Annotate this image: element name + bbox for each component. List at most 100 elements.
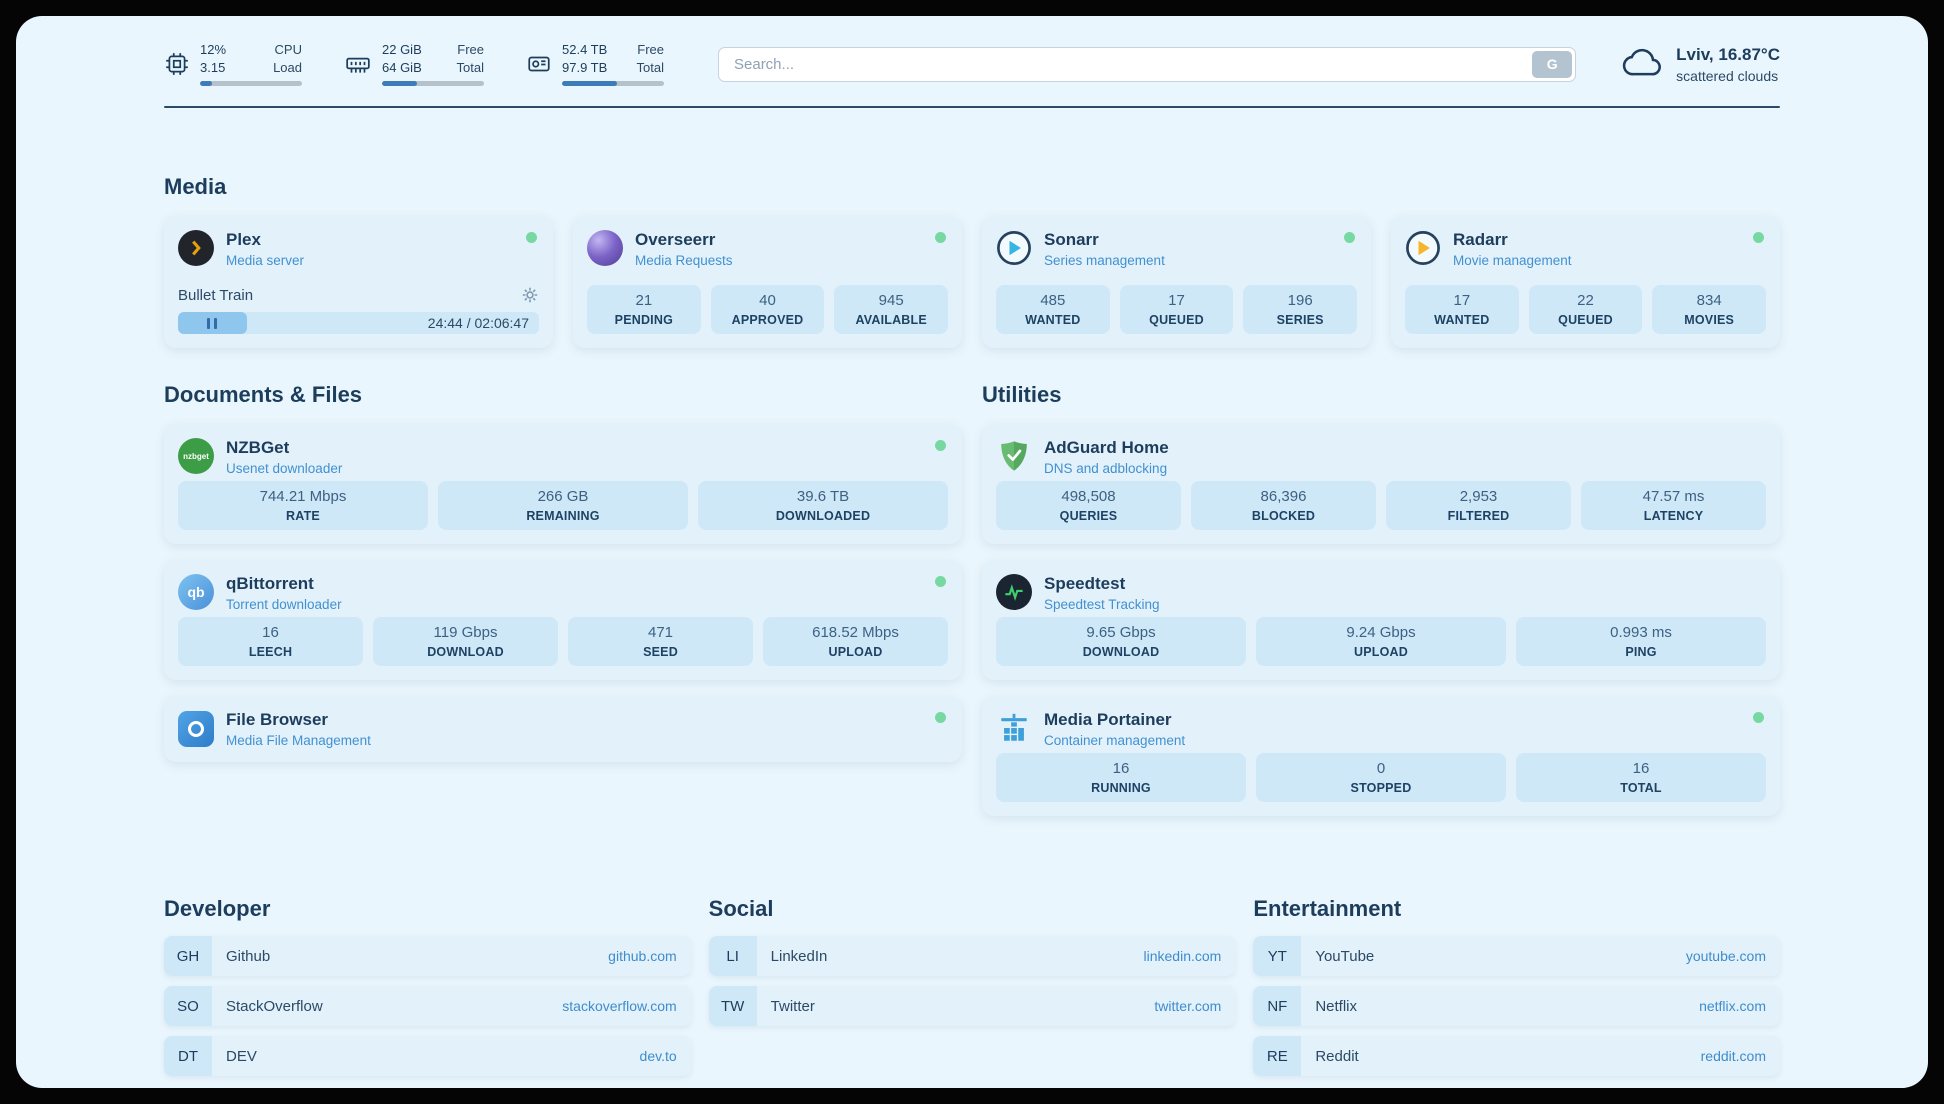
playback-progress-track[interactable]: 24:44 / 02:06:47 [178, 312, 539, 334]
stat-label: WANTED [1025, 313, 1081, 327]
bookmarks-social: Social LI LinkedIn linkedin.com TW Twitt… [708, 896, 1236, 1036]
stat-value: 86,396 [1260, 488, 1307, 505]
bookmark-row-github[interactable]: GH Github github.com [164, 936, 691, 976]
stat-label: RUNNING [1091, 781, 1151, 795]
stat-box: 40 APPROVED [710, 285, 825, 334]
overseerr-card[interactable]: Overseerr Media Requests 21 PENDING 40 A… [573, 216, 962, 348]
plex-icon [178, 230, 214, 266]
filebrowser-card[interactable]: File Browser Media File Management [164, 696, 962, 762]
stat-label: DOWNLOAD [427, 645, 504, 659]
stat-label: AVAILABLE [855, 313, 927, 327]
bookmark-row-reddit[interactable]: RE Reddit reddit.com [1253, 1036, 1780, 1076]
radarr-icon [1405, 230, 1441, 266]
app-subtitle: Usenet downloader [226, 461, 343, 476]
sonarr-icon [996, 230, 1032, 266]
stat-box: 618.52 Mbps UPLOAD [763, 617, 948, 666]
bookmark-name: YouTube [1315, 947, 1375, 965]
portainer-card[interactable]: Media Portainer Container management 16 … [982, 696, 1780, 816]
stat-value: 0 [1376, 760, 1386, 777]
status-dot [935, 576, 946, 587]
bookmark-url: reddit.com [1700, 1048, 1766, 1064]
stat-box: 9.24 Gbps UPLOAD [1256, 617, 1506, 666]
bookmark-row-linkedin[interactable]: LI LinkedIn linkedin.com [708, 936, 1236, 976]
overseerr-icon [587, 230, 623, 266]
app-subtitle: Speedtest Tracking [1044, 597, 1160, 612]
cpu-monitor: 12% 3.15 CPU Load [164, 42, 302, 86]
bookmark-row-youtube[interactable]: YT YouTube youtube.com [1253, 936, 1780, 976]
disk-label-primary: Free [637, 42, 664, 57]
stat-value: 9.65 Gbps [1086, 624, 1156, 641]
stat-box: 22 QUEUED [1528, 285, 1643, 334]
stat-box: 17 QUEUED [1119, 285, 1234, 334]
bookmark-row-netflix[interactable]: NF Netflix netflix.com [1253, 986, 1780, 1026]
stat-box: 196 SERIES [1243, 285, 1358, 334]
stat-value: 16 [1632, 760, 1650, 777]
search-provider-button[interactable]: G [1532, 50, 1573, 78]
stat-label: LEECH [248, 645, 293, 659]
search-input[interactable] [718, 46, 1577, 82]
nzbget-card[interactable]: nzbget NZBGet Usenet downloader 744.21 M… [164, 424, 962, 544]
disk-value: 52.4 TB [562, 42, 608, 57]
speedtest-card[interactable]: Speedtest Speedtest Tracking 9.65 Gbps D… [982, 560, 1780, 680]
plex-card[interactable]: Plex Media server Bullet Train [164, 216, 553, 348]
cpu-label-secondary: Load [273, 60, 302, 75]
app-name: qBittorrent [226, 574, 314, 593]
bookmark-row-stackoverflow[interactable]: SO StackOverflow stackoverflow.com [164, 986, 691, 1026]
stat-value: 485 [1040, 292, 1066, 309]
bookmark-url: netflix.com [1699, 998, 1766, 1014]
speedtest-icon [996, 574, 1032, 610]
app-subtitle: Movie management [1453, 253, 1572, 268]
stat-label: SEED [643, 645, 678, 659]
bookmark-name: StackOverflow [226, 997, 323, 1015]
stat-value: 16 [1112, 760, 1130, 777]
app-name: File Browser [226, 710, 329, 729]
qbittorrent-card[interactable]: qb qBittorrent Torrent downloader 16 LEE… [164, 560, 962, 680]
disk-progress-bar [562, 81, 664, 86]
topbar: 12% 3.15 CPU Load [164, 42, 1780, 86]
status-dot [526, 232, 537, 243]
app-name: NZBGet [226, 438, 290, 457]
adguard-card[interactable]: AdGuard Home DNS and adblocking 498,508 … [982, 424, 1780, 544]
bookmark-url: youtube.com [1685, 948, 1766, 964]
stat-box: 9.65 Gbps DOWNLOAD [996, 617, 1246, 666]
disk-label-secondary: Total [636, 60, 664, 75]
app-name: Plex [226, 230, 261, 249]
stat-label: TOTAL [1620, 781, 1662, 795]
bookmark-row-twitter[interactable]: TW Twitter twitter.com [708, 986, 1236, 1026]
bookmark-name: Reddit [1315, 1047, 1359, 1065]
app-subtitle: Media File Management [226, 733, 371, 748]
stat-value: 196 [1287, 292, 1313, 309]
sonarr-card[interactable]: Sonarr Series management 485 WANTED 17 Q… [982, 216, 1371, 348]
stat-label: UPLOAD [1354, 645, 1408, 659]
bookmark-url: github.com [608, 948, 677, 964]
stat-value: 2,953 [1459, 488, 1498, 505]
radarr-card[interactable]: Radarr Movie management 17 WANTED 22 QUE… [1391, 216, 1780, 348]
stat-box: 21 PENDING [587, 285, 701, 334]
status-dot [935, 232, 946, 243]
ram-progress-bar [382, 81, 484, 86]
qbittorrent-icon-label: qb [187, 584, 205, 600]
bookmark-row-dev[interactable]: DT DEV dev.to [164, 1036, 691, 1076]
stat-value: 834 [1696, 292, 1722, 309]
bookmark-name: Github [226, 947, 271, 965]
stat-value: 618.52 Mbps [812, 624, 899, 641]
system-monitors: 12% 3.15 CPU Load [164, 42, 664, 86]
stat-value: 21 [635, 292, 653, 309]
stat-label: DOWNLOAD [1082, 645, 1160, 659]
stat-value: 119 Gbps [433, 624, 498, 641]
stat-box: 0 STOPPED [1256, 753, 1506, 802]
pause-icon[interactable] [205, 317, 219, 329]
widget-settings-gear-icon[interactable] [521, 286, 539, 304]
bookmark-abbr: YT [1253, 936, 1302, 976]
cpu-label-primary: CPU [274, 42, 302, 57]
ram-secondary: 64 GiB [382, 60, 422, 75]
stat-box: 86,396 BLOCKED [1191, 481, 1376, 530]
stat-label: STOPPED [1350, 781, 1412, 795]
app-subtitle: Series management [1044, 253, 1165, 268]
nzbget-icon-label: nzbget [183, 451, 209, 461]
search-bar: G [718, 46, 1577, 82]
app-subtitle: DNS and adblocking [1044, 461, 1168, 476]
stat-value: 39.6 TB [796, 488, 850, 505]
qbittorrent-icon: qb [178, 574, 214, 610]
cpu-value: 12% [200, 42, 227, 57]
